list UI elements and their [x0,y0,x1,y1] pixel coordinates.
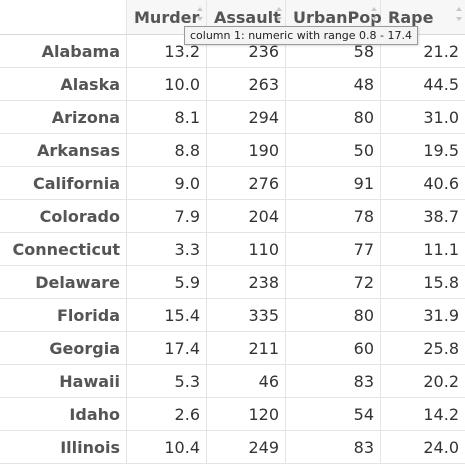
murder-cell: 10.4 [127,431,207,463]
murder-cell: 9.0 [127,167,207,199]
table-row: Hawaii 5.3 46 83 20.2 [0,365,465,398]
urbanpop-cell: 78 [286,200,381,232]
row-names-header [0,0,127,34]
table-row: Florida 15.4 335 80 31.9 [0,299,465,332]
rape-cell: 38.7 [423,206,459,226]
assault-cell: 236 [207,35,286,67]
assault-cell: 238 [207,266,286,298]
column-header-urbanpop[interactable]: UrbanPop [286,0,382,34]
rape-cell: 44.5 [423,74,459,94]
assault-cell: 249 [207,431,286,463]
rape-cell: 24.0 [423,437,459,457]
row-name-cell: Delaware [0,266,127,298]
table-row: California 9.0 276 91 40.6 [0,167,465,200]
column-header-assault[interactable]: Assault [207,0,286,34]
table-row: Arizona 8.1 294 80 31.0 [0,101,465,134]
urbanpop-cell: 80 [286,299,381,331]
urbanpop-cell: 77 [286,233,381,265]
column-header-rape[interactable]: Rape [381,0,465,34]
row-name-cell: Arizona [0,101,127,133]
urbanpop-cell: 80 [286,101,381,133]
urbanpop-cell: 48 [286,68,381,100]
assault-cell: 110 [207,233,286,265]
table-row: Alaska 10.0 263 48 44.5 [0,68,465,101]
table-row: Georgia 17.4 211 60 25.8 [0,332,465,365]
urbanpop-cell: 72 [286,266,381,298]
sort-icon[interactable] [276,7,282,21]
rape-cell: 21.2 [423,41,459,61]
murder-cell: 2.6 [127,398,207,430]
murder-cell: 13.2 [127,35,207,67]
rape-cell: 15.8 [423,272,459,292]
urbanpop-cell: 54 [286,398,381,430]
sort-icon[interactable] [371,7,377,21]
column-header-label: Rape [388,7,434,27]
row-name-cell: Alaska [0,68,127,100]
rape-cell: 14.2 [423,404,459,424]
murder-cell: 5.3 [127,365,207,397]
murder-cell: 8.1 [127,101,207,133]
table-row: Idaho 2.6 120 54 14.2 [0,398,465,431]
table-row: Delaware 5.9 238 72 15.8 [0,266,465,299]
assault-cell: 204 [207,200,286,232]
row-name-cell: Georgia [0,332,127,364]
assault-cell: 190 [207,134,286,166]
murder-cell: 7.9 [127,200,207,232]
urbanpop-cell: 91 [286,167,381,199]
rape-cell: 20.2 [423,371,459,391]
table-row: Connecticut 3.3 110 77 11.1 [0,233,465,266]
assault-cell: 294 [207,101,286,133]
column-header-label: Murder [134,7,200,27]
assault-cell: 120 [207,398,286,430]
column-header-label: Assault [214,7,281,27]
murder-cell: 17.4 [127,332,207,364]
murder-cell: 15.4 [127,299,207,331]
rape-cell: 31.0 [423,107,459,127]
column-tooltip: column 1: numeric with range 0.8 - 17.4 [184,26,419,45]
assault-cell: 211 [207,332,286,364]
column-header-murder[interactable]: Murder [127,0,207,34]
assault-cell: 46 [207,365,286,397]
assault-cell: 276 [207,167,286,199]
row-name-cell: Arkansas [0,134,127,166]
urbanpop-cell: 60 [286,332,381,364]
rape-cell: 19.5 [423,140,459,160]
row-name-cell: Hawaii [0,365,127,397]
urbanpop-cell: 50 [286,134,381,166]
row-name-cell: Alabama [0,35,127,67]
murder-cell: 8.8 [127,134,207,166]
rape-cell: 40.6 [423,173,459,193]
row-name-cell: Illinois [0,431,127,463]
assault-cell: 335 [207,299,286,331]
row-name-cell: California [0,167,127,199]
column-header-label: UrbanPop [293,7,382,27]
murder-cell: 3.3 [127,233,207,265]
rape-cell: 25.8 [423,338,459,358]
row-name-cell: Florida [0,299,127,331]
urbanpop-cell: 83 [286,365,381,397]
assault-cell: 263 [207,68,286,100]
urbanpop-cell: 83 [286,431,381,463]
row-name-cell: Connecticut [0,233,127,265]
table-row: Illinois 10.4 249 83 24.0 [0,431,465,464]
urbanpop-cell: 58 [286,35,381,67]
murder-cell: 10.0 [127,68,207,100]
row-name-cell: Colorado [0,200,127,232]
table-row: Colorado 7.9 204 78 38.7 [0,200,465,233]
rape-cell: 11.1 [423,239,459,259]
table-row: Alabama 13.2 236 58 21.2 [0,35,465,68]
murder-cell: 5.9 [127,266,207,298]
table-row: Arkansas 8.8 190 50 19.5 [0,134,465,167]
sort-icon[interactable] [456,7,462,21]
sort-icon[interactable] [197,7,203,21]
rape-cell: 31.9 [423,305,459,325]
table-header-row: Murder Assault UrbanPop Rape [0,0,465,35]
row-name-cell: Idaho [0,398,127,430]
